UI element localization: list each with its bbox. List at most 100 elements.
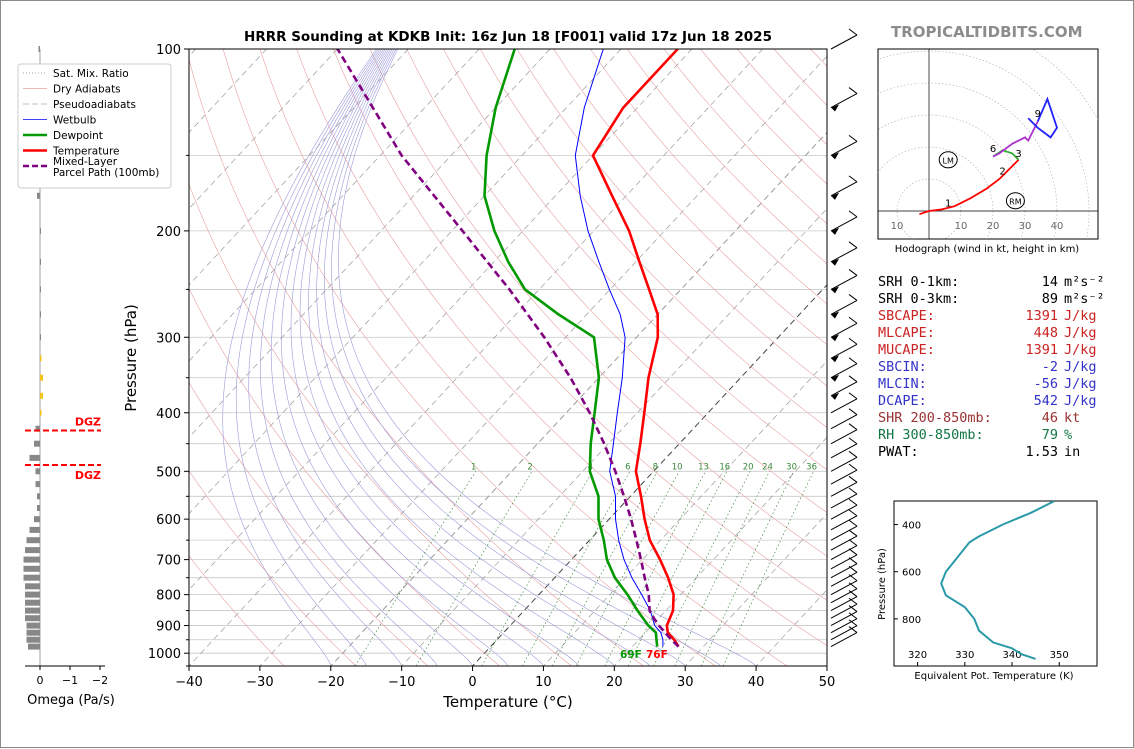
wind-barb-staff [831,430,857,444]
omega-bar [39,46,41,52]
isotherm-line [260,49,834,666]
x-tick-label: 20 [606,675,623,690]
wind-barb-flag [849,540,857,546]
wind-barb-staff [831,564,857,578]
x-tick-label: 0 [468,675,476,690]
wind-barb-flag [849,176,857,182]
stat-value: 89 [1003,291,1058,308]
wind-barb-staff [831,94,857,108]
y-tick-label: 800 [156,589,181,604]
wind-barb-flag [849,393,857,399]
skewt-xlabel: Temperature (°C) [442,693,572,711]
wind-barb-staff [831,505,857,519]
mixing-ratio-line [675,471,770,666]
wind-barb-staff [831,382,857,396]
wind-barb-staff [831,141,857,155]
mixing-ratio-label: 24 [762,462,773,472]
y-tick-label: 200 [156,225,181,240]
stat-value: 542 [1003,393,1058,410]
stat-unit: J/kg [1064,342,1097,358]
omega-bar [37,193,40,199]
mixing-ratio-label: 36 [806,462,817,472]
hodograph-tick-label: 20 [987,221,1000,232]
theta-e-frame [894,501,1097,666]
stat-unit: m²s⁻² [1064,291,1105,307]
theta-e-y-tick-label: 600 [902,568,921,579]
moist-adiabat-line [324,49,685,666]
mixing-ratio-label: 8 [653,462,658,472]
mixing-ratio-label: 20 [743,462,754,472]
wind-barb-staff [831,344,857,358]
x-tick-label: 40 [748,675,765,690]
storm-motion-label: LM [943,156,954,165]
omega-bar [24,575,41,581]
hodograph-tick-label: 30 [1019,221,1032,232]
theta-e-ylabel: Pressure (hPa) [877,548,888,620]
stat-value: 448 [1003,325,1058,342]
omega-bar [40,393,43,399]
omega-tick-label: 0 [37,674,44,687]
stat-value: 1391 [1003,308,1058,325]
theta-e-x-tick-label: 330 [955,650,974,661]
mixing-ratio-label: 1 [471,462,476,472]
dgz-label: DGZ [75,469,101,482]
omega-bar [30,527,41,533]
x-tick-label: −40 [175,675,202,690]
stat-label: SHR 200-850mb: [878,410,1003,427]
stat-label: SBCIN: [878,359,1003,376]
omega-bar [40,334,41,340]
wind-barb-flag [849,476,857,482]
omega-bar [28,644,40,650]
x-tick-label: 30 [677,675,694,690]
wind-barb-flag [849,376,857,382]
moist-adiabat-line [332,49,721,666]
omega-bar [30,455,41,461]
x-tick-label: −10 [388,675,415,690]
wind-barb-flag [849,338,857,344]
mixing-ratio-line [482,471,593,666]
wind-barb-flag [849,269,857,275]
hodograph-height-label: 9 [1035,109,1041,120]
moist-adiabat-line [271,49,472,666]
theta-e-y-tick-label: 800 [902,615,921,626]
legend-label: Dry Adiabats [53,84,121,96]
omega-bar [27,623,41,629]
profile-dewpoint [485,49,658,647]
stat-unit: % [1064,427,1072,443]
wind-barb-flag [849,499,857,505]
omega-bar [40,286,41,292]
stat-unit: J/kg [1064,393,1097,409]
stat-value: 46 [1003,410,1058,427]
stat-label: MLCAPE: [878,325,1003,342]
stat-label: DCAPE: [878,393,1003,410]
wind-barb-staff [831,470,857,484]
wind-barb-flag [849,211,857,217]
mixing-ratio-label: 30 [786,462,797,472]
stat-unit: J/kg [1064,325,1097,341]
y-tick-label: 100 [156,43,181,58]
theta-e-xlabel: Equivalent Pot. Temperature (K) [914,671,1073,682]
stat-unit: kt [1064,410,1080,426]
dgz-label: DGZ [75,416,101,429]
theta-e-x-tick-label: 350 [1050,650,1069,661]
mixing-ratio-line [522,471,630,666]
y-tick-label: 300 [156,331,181,346]
legend-label: Dewpoint [53,130,103,142]
mixing-ratio-label: 13 [698,462,709,472]
hodograph-height-label: 1 [945,198,951,209]
wind-barb-flag [849,510,857,516]
omega-bar [40,259,41,265]
moist-adiabat-line [309,49,615,666]
stat-value: 1.53 [1003,444,1058,461]
stat-value: -56 [1003,376,1058,393]
stat-unit: J/kg [1064,308,1097,324]
dry-adiabat-line [223,49,715,666]
skewt-axes-frame [189,49,827,666]
stat-row: MLCAPE:448 J/kg [878,325,1097,342]
wind-barb-flag [849,317,857,323]
